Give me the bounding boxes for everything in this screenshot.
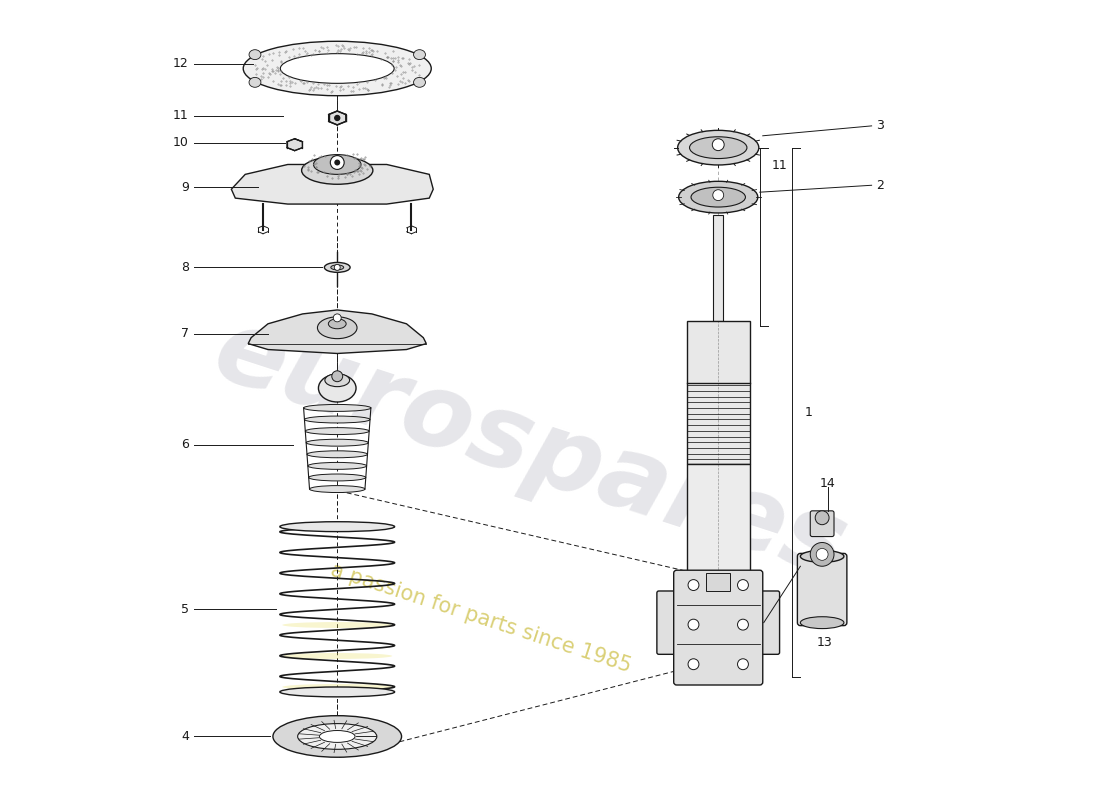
FancyBboxPatch shape — [713, 215, 723, 321]
Circle shape — [737, 580, 748, 590]
Ellipse shape — [318, 374, 356, 402]
Text: 7: 7 — [180, 327, 189, 340]
Ellipse shape — [309, 474, 366, 481]
Ellipse shape — [324, 262, 350, 272]
Text: 8: 8 — [180, 261, 189, 274]
Circle shape — [333, 314, 341, 322]
Text: 6: 6 — [180, 438, 189, 451]
Ellipse shape — [279, 687, 395, 697]
Text: a passion for parts since 1985: a passion for parts since 1985 — [328, 559, 634, 676]
Text: 14: 14 — [820, 477, 835, 490]
Circle shape — [811, 542, 834, 566]
Circle shape — [330, 155, 344, 170]
Text: eurospares: eurospares — [201, 300, 859, 599]
FancyBboxPatch shape — [657, 591, 683, 654]
FancyBboxPatch shape — [798, 554, 847, 626]
Circle shape — [334, 159, 340, 166]
Text: 11: 11 — [173, 110, 189, 122]
Ellipse shape — [249, 78, 261, 87]
Text: 5: 5 — [180, 602, 189, 616]
Circle shape — [332, 371, 343, 382]
Ellipse shape — [309, 486, 365, 493]
Text: 11: 11 — [772, 159, 788, 172]
Circle shape — [737, 619, 748, 630]
FancyBboxPatch shape — [686, 321, 750, 464]
Ellipse shape — [801, 550, 844, 562]
Text: 2: 2 — [877, 178, 884, 192]
Ellipse shape — [324, 374, 350, 386]
Ellipse shape — [283, 653, 393, 659]
Ellipse shape — [801, 617, 844, 629]
Polygon shape — [231, 165, 433, 204]
FancyBboxPatch shape — [673, 570, 762, 685]
Circle shape — [688, 658, 698, 670]
Text: 4: 4 — [180, 730, 189, 743]
Circle shape — [815, 511, 829, 525]
Ellipse shape — [307, 451, 367, 458]
Ellipse shape — [678, 130, 759, 165]
Ellipse shape — [298, 723, 377, 750]
Polygon shape — [329, 111, 345, 125]
FancyBboxPatch shape — [811, 511, 834, 537]
Ellipse shape — [690, 137, 747, 158]
Circle shape — [688, 580, 698, 590]
Ellipse shape — [273, 716, 402, 758]
Ellipse shape — [304, 405, 371, 411]
Circle shape — [713, 138, 724, 150]
Ellipse shape — [249, 50, 261, 59]
Polygon shape — [287, 138, 303, 150]
Circle shape — [713, 190, 724, 201]
Ellipse shape — [283, 622, 393, 628]
Ellipse shape — [414, 78, 426, 87]
Text: 3: 3 — [877, 119, 884, 132]
Ellipse shape — [318, 317, 358, 338]
Ellipse shape — [301, 157, 373, 184]
Ellipse shape — [283, 684, 393, 690]
Text: 13: 13 — [816, 636, 832, 649]
Ellipse shape — [306, 439, 368, 446]
Ellipse shape — [280, 54, 394, 83]
Ellipse shape — [306, 428, 370, 434]
Text: 10: 10 — [173, 136, 189, 150]
Ellipse shape — [691, 187, 746, 207]
Circle shape — [737, 658, 748, 670]
Ellipse shape — [319, 730, 355, 742]
Ellipse shape — [328, 319, 346, 329]
Polygon shape — [249, 310, 427, 354]
Ellipse shape — [679, 182, 758, 213]
FancyBboxPatch shape — [706, 573, 730, 591]
Ellipse shape — [279, 522, 395, 532]
Ellipse shape — [414, 50, 426, 59]
Ellipse shape — [305, 416, 370, 423]
Text: 1: 1 — [804, 406, 812, 419]
Ellipse shape — [308, 462, 366, 470]
Ellipse shape — [314, 154, 361, 174]
Text: 9: 9 — [180, 181, 189, 194]
Ellipse shape — [331, 265, 343, 270]
Circle shape — [816, 549, 828, 560]
Circle shape — [688, 619, 698, 630]
Ellipse shape — [243, 42, 431, 96]
Text: 12: 12 — [173, 57, 189, 70]
FancyBboxPatch shape — [686, 464, 750, 573]
Circle shape — [334, 115, 340, 121]
FancyBboxPatch shape — [754, 591, 780, 654]
Circle shape — [334, 265, 340, 270]
